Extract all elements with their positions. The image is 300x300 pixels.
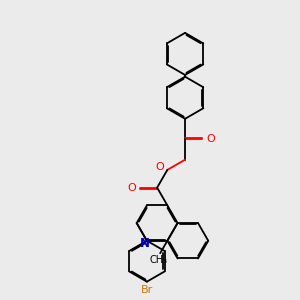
Text: Br: Br (141, 285, 153, 295)
Text: O: O (155, 162, 164, 172)
Text: N: N (140, 237, 150, 250)
Text: O: O (128, 183, 136, 193)
Text: CH₃: CH₃ (150, 256, 168, 266)
Text: O: O (206, 134, 215, 144)
